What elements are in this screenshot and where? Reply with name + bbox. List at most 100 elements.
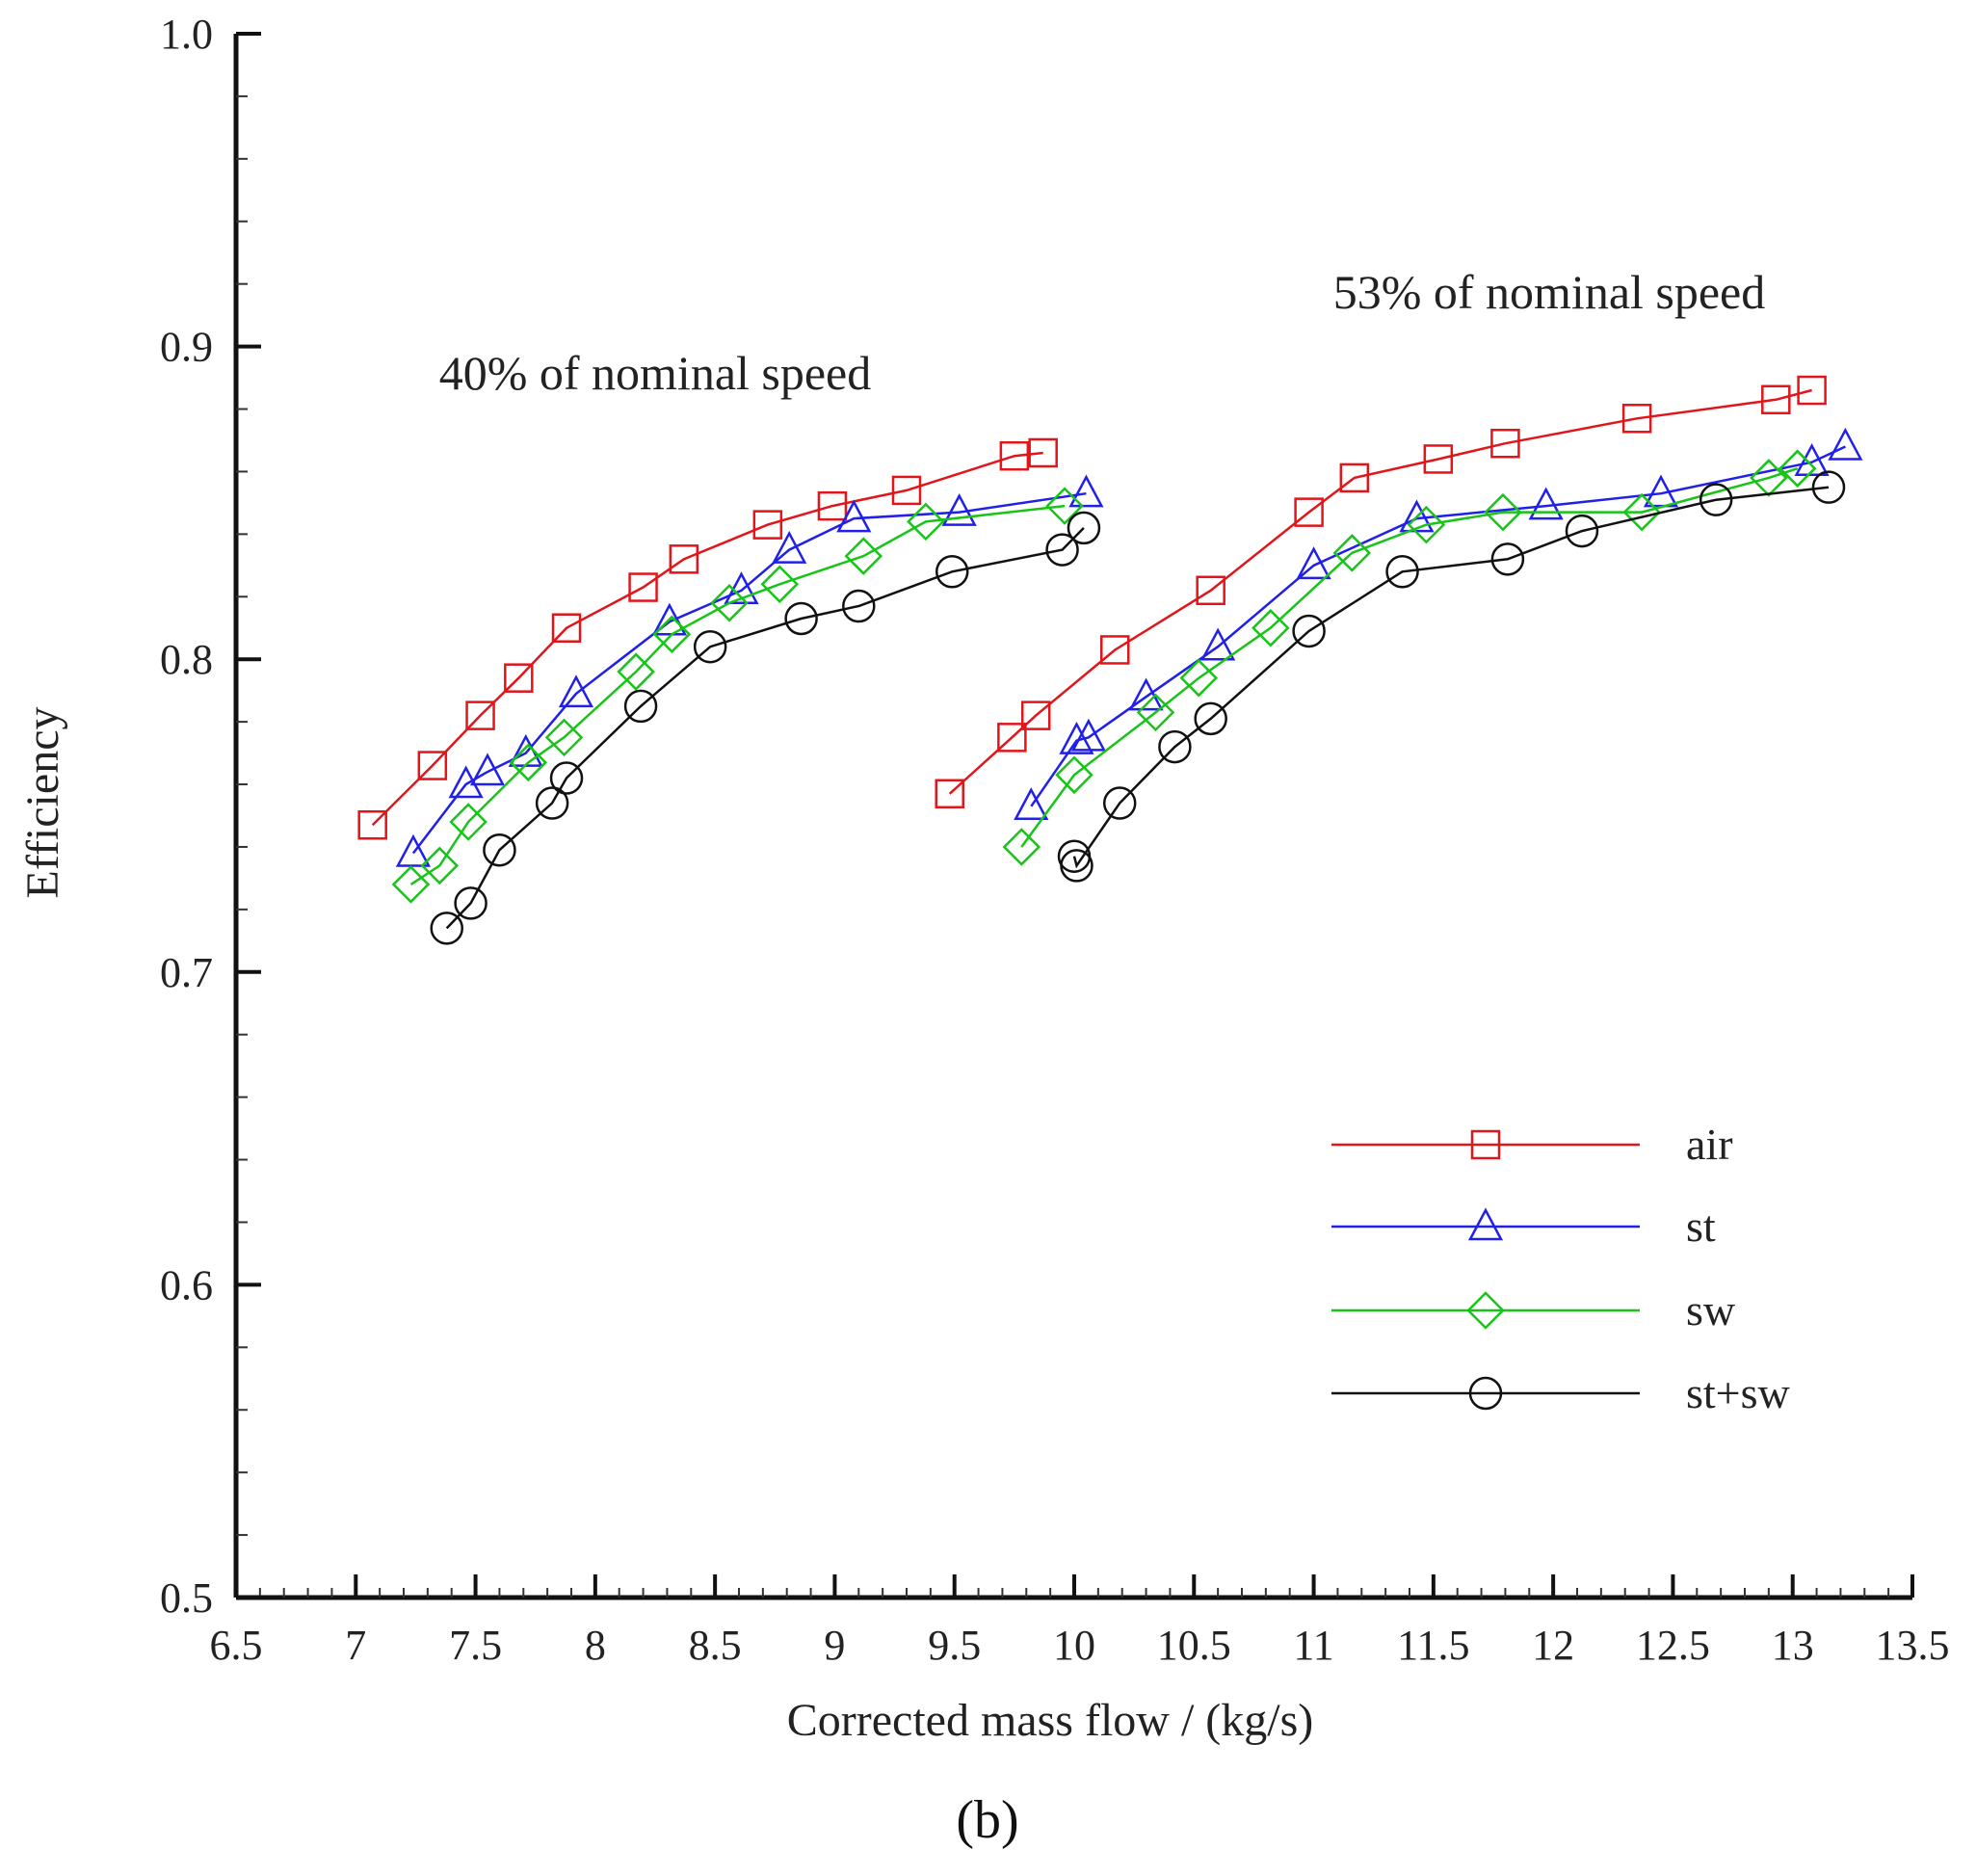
data-point-air	[1621, 404, 1652, 434]
data-point-st	[1070, 718, 1106, 752]
series-line-air	[371, 451, 1043, 827]
data-point-st	[1794, 443, 1830, 476]
data-point-air	[1797, 375, 1827, 406]
panel-label: (b)	[956, 1790, 1018, 1850]
series-sw	[391, 449, 1817, 904]
data-point-st	[448, 765, 484, 799]
series-air	[357, 375, 1827, 840]
data-point-air	[551, 613, 582, 643]
series-st-sw	[430, 470, 1846, 945]
data-point-air	[1028, 437, 1058, 468]
x-tick-label: 7	[345, 1622, 366, 1669]
data-point-air	[752, 510, 783, 540]
data-point-air	[1020, 700, 1051, 730]
data-point-st	[651, 602, 687, 636]
data-point-sw	[420, 846, 460, 885]
x-tick-label: 12.5	[1636, 1622, 1710, 1669]
data-point-air	[1423, 444, 1454, 474]
data-point-sw	[544, 718, 584, 757]
data-point-air	[504, 663, 534, 693]
data-point-air	[999, 440, 1030, 471]
x-tick-label: 11	[1293, 1622, 1333, 1669]
data-point-st-sw	[1292, 614, 1326, 648]
data-point-st	[941, 492, 977, 526]
x-tick-label: 11.5	[1397, 1622, 1469, 1669]
data-point-sw	[1179, 658, 1219, 698]
data-point-st	[469, 753, 506, 786]
legend: air st sw st+sw	[1331, 1120, 1791, 1417]
data-point-st	[1014, 787, 1049, 821]
data-point-st-sw	[935, 555, 969, 589]
data-point-st-sw	[784, 601, 818, 636]
data-point-st-sw	[1385, 555, 1419, 589]
y-axis-title: Efficiency	[17, 706, 68, 898]
x-tick-label: 8	[585, 1622, 606, 1669]
legend-label-st-sw: st+sw	[1686, 1368, 1791, 1417]
data-point-air	[1100, 635, 1130, 665]
data-point-st	[558, 674, 594, 708]
data-point-st-sw	[1811, 470, 1846, 504]
data-point-sw	[1045, 487, 1084, 525]
data-point-air	[1294, 497, 1324, 527]
x-tick-label: 9.5	[928, 1622, 981, 1669]
data-point-air	[669, 544, 699, 574]
series-line-st-sw	[445, 527, 1085, 930]
annotation-40-percent: 40% of nominal speed	[439, 346, 872, 400]
data-point-air	[465, 700, 495, 730]
data-point-sw	[1778, 449, 1817, 488]
data-point-sw	[1251, 608, 1290, 647]
data-point-st-sw	[535, 786, 569, 820]
x-axis-title: Corrected mass flow / (kg/s)	[787, 1695, 1314, 1746]
data-point-sw	[1055, 755, 1093, 795]
legend-label-st: st	[1686, 1202, 1716, 1251]
data-point-st	[1200, 627, 1236, 661]
data-point-st-sw	[430, 912, 463, 945]
data-point-sw	[652, 615, 692, 653]
data-point-st	[836, 499, 872, 533]
data-point-st	[1528, 487, 1564, 520]
x-tick-label: 12	[1532, 1622, 1574, 1669]
x-tick-label: 7.5	[449, 1622, 502, 1669]
data-point-sw	[907, 502, 945, 542]
data-point-st	[1128, 677, 1164, 711]
data-point-sw	[1002, 828, 1041, 866]
legend-marker-air	[1470, 1129, 1501, 1160]
data-point-st	[1296, 546, 1331, 580]
data-point-air	[1339, 462, 1370, 493]
plot-series	[357, 375, 1863, 945]
data-point-sw	[617, 652, 655, 691]
data-point-st-sw	[1067, 511, 1101, 545]
series-line-sw	[1020, 467, 1799, 848]
y-tick-label: 0.9	[160, 324, 213, 371]
axes: 6.5 7 7.5 8 8.5 9 9.5 10 10.5 11 11.5 12 12.5 13 13.5 0…	[160, 11, 1950, 1669]
legend-label-air: air	[1686, 1120, 1733, 1169]
data-point-st-sw	[1194, 701, 1227, 736]
data-point-st	[1828, 427, 1863, 461]
data-point-sw	[391, 865, 431, 904]
data-point-st-sw	[1158, 729, 1192, 764]
data-point-air	[1761, 384, 1791, 415]
annotation-53-percent: 53% of nominal speed	[1333, 265, 1766, 319]
y-tick-label: 0.8	[160, 636, 213, 683]
series-line-st	[411, 491, 1087, 855]
data-point-air	[1196, 575, 1225, 606]
data-point-sw	[1622, 492, 1661, 532]
x-tick-label: 10.5	[1157, 1622, 1231, 1669]
data-point-st-sw	[454, 886, 487, 920]
y-tick-label: 0.7	[160, 949, 213, 996]
legend-marker-st-sw	[1468, 1376, 1503, 1411]
data-point-air	[891, 475, 922, 506]
data-point-sw	[710, 584, 749, 622]
x-tick-label: 6.5	[210, 1622, 263, 1669]
data-point-st-sw	[1490, 542, 1525, 576]
data-point-st-sw	[1045, 533, 1079, 567]
x-tick-label: 13.5	[1876, 1622, 1950, 1669]
data-point-st-sw	[693, 629, 727, 664]
x-tick-label: 9	[824, 1622, 845, 1669]
data-point-st-sw	[1060, 849, 1093, 883]
data-point-air	[1490, 428, 1520, 459]
data-point-air	[997, 723, 1027, 753]
series-line-sw	[409, 504, 1066, 885]
legend-marker-st	[1467, 1207, 1504, 1241]
